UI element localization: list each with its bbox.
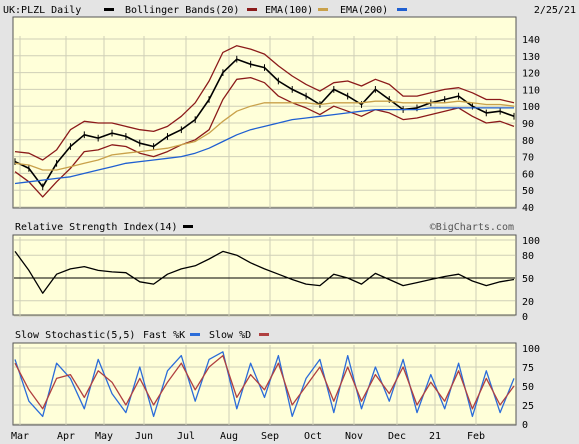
y-tick-label: 60 xyxy=(522,169,534,180)
stoch-title: Slow Stochastic(5,5) xyxy=(15,330,135,341)
ema100-legend-swatch xyxy=(318,8,328,11)
y-tick-label: 25 xyxy=(522,401,534,412)
y-tick-label: 90 xyxy=(522,119,534,130)
price-series-group xyxy=(14,45,515,198)
stoch-axis-ticks: 0 25 50 75 100 xyxy=(522,344,540,431)
x-tick-label: Sep xyxy=(261,431,279,442)
x-tick-label: 21 xyxy=(429,431,441,442)
stoch-grid xyxy=(14,345,515,425)
series-line-rsi xyxy=(14,250,515,294)
watermark: ©BigCharts.com xyxy=(430,222,514,233)
x-tick-label: Mar xyxy=(11,431,29,442)
y-tick-label: 50 xyxy=(522,274,534,285)
y-tick-label: 100 xyxy=(522,236,540,247)
x-tick-label: Feb xyxy=(467,431,485,442)
rsi-legend-swatch xyxy=(183,225,193,228)
series-line-slow-d xyxy=(14,354,515,410)
series-line-ema-200 xyxy=(14,107,514,185)
x-tick-label: Jul xyxy=(177,431,195,442)
price-panel-background xyxy=(12,16,517,209)
y-tick-label: 100 xyxy=(522,102,540,113)
stoch-series-group xyxy=(14,351,515,418)
x-tick-label: Dec xyxy=(388,431,406,442)
x-tick-label: Aug xyxy=(220,431,238,442)
rsi-panel: 0 20 50 80 100 xyxy=(12,234,540,323)
y-tick-label: 50 xyxy=(522,382,534,393)
stoch-panel-background xyxy=(12,342,517,426)
y-tick-label: 140 xyxy=(522,35,540,46)
rsi-title: Relative Strength Index(14) xyxy=(15,222,178,233)
bollinger-legend-label: Bollinger Bands(20) xyxy=(125,5,239,16)
x-tick-label: May xyxy=(95,431,113,442)
series-line-bollinger-bands-20-lower xyxy=(14,76,515,198)
ema200-legend-swatch xyxy=(397,8,407,11)
x-tick-label: Jun xyxy=(135,431,153,442)
stoch-slow-swatch xyxy=(259,333,269,336)
y-tick-label: 75 xyxy=(522,363,534,374)
stoch-fast-label: Fast %K xyxy=(143,330,185,341)
price-axis-ticks: 40 50 60 70 80 90 100 110 120 130 140 xyxy=(522,35,540,214)
y-tick-label: 80 xyxy=(522,251,534,262)
x-tick-label: Apr xyxy=(57,431,75,442)
rsi-axis-ticks: 0 20 50 80 100 xyxy=(522,236,540,323)
stoch-fast-swatch xyxy=(190,333,200,336)
y-tick-label: 120 xyxy=(522,69,540,80)
x-tick-label: Nov xyxy=(345,431,363,442)
series-line-fast-k xyxy=(14,351,515,418)
y-tick-label: 40 xyxy=(522,203,534,214)
stoch-slow-label: Slow %D xyxy=(209,330,251,341)
symbol-label: UK:PLZL Daily xyxy=(3,5,81,16)
price-legend-swatch xyxy=(104,8,114,11)
series-line-ema-100 xyxy=(14,100,515,171)
x-tick-label: Oct xyxy=(304,431,322,442)
series-line-bollinger-bands-20-upper xyxy=(14,45,515,161)
rsi-panel-background xyxy=(12,234,517,316)
y-tick-label: 130 xyxy=(522,52,540,63)
chart-date: 2/25/21 xyxy=(534,5,576,16)
price-panel: 40 50 60 70 80 90 100 110 120 130 140 xyxy=(12,16,540,214)
ema200-legend-label: EMA(200) xyxy=(340,5,388,16)
y-tick-label: 0 xyxy=(522,312,528,323)
y-tick-label: 110 xyxy=(522,85,540,96)
ema100-legend-label: EMA(100) xyxy=(265,5,313,16)
y-tick-label: 50 xyxy=(522,186,534,197)
rsi-grid xyxy=(14,237,515,317)
bollinger-legend-swatch xyxy=(247,8,257,11)
y-tick-label: 100 xyxy=(522,344,540,355)
stoch-panel: 0 25 50 75 100 xyxy=(12,342,540,431)
rsi-series-group xyxy=(14,250,515,294)
y-tick-label: 20 xyxy=(522,297,534,308)
x-axis-labels: Mar Apr May Jun Jul Aug Sep Oct Nov Dec 21 Feb xyxy=(11,431,485,442)
y-tick-label: 80 xyxy=(522,136,534,147)
y-tick-label: 0 xyxy=(522,420,528,431)
y-tick-label: 70 xyxy=(522,153,534,164)
